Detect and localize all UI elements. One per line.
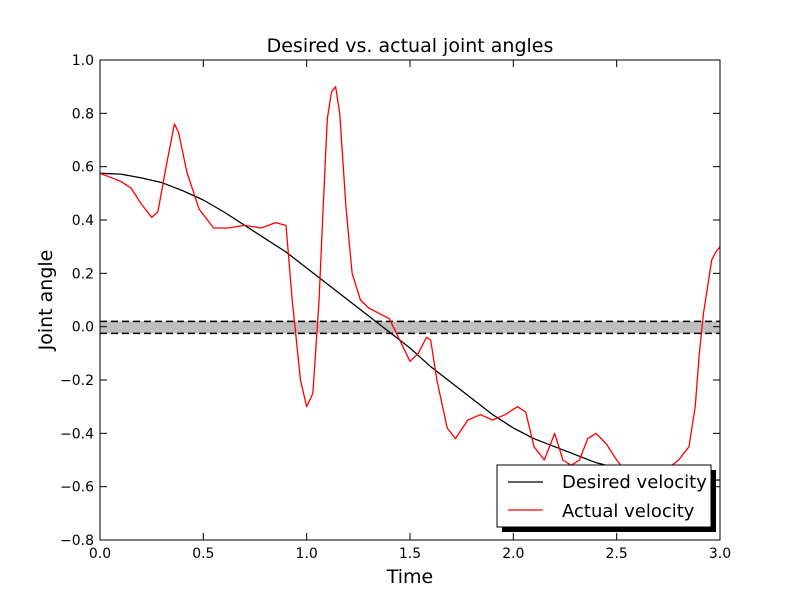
y-tick-label: −0.4: [60, 426, 94, 442]
y-axis-label: Joint angle: [35, 250, 57, 352]
tolerance-band: [100, 321, 720, 334]
y-tick-label: 0.2: [72, 266, 94, 282]
y-tick-label: 0.0: [72, 320, 94, 336]
x-tick-label: 2.5: [606, 546, 628, 562]
x-tick-label: 0.5: [192, 546, 214, 562]
y-tick-label: 0.4: [72, 213, 94, 229]
y-tick-label: 0.8: [72, 106, 94, 122]
legend-box: [496, 464, 712, 528]
plot-area: 0.0 0.5 1.0 1.5 2.0 2.5 3.0 1.00.80.60.40.20.0…: [60, 53, 731, 562]
x-axis-ticks: 0.0 0.5 1.0 1.5 2.0 2.5 3.0: [89, 60, 731, 562]
y-tick-label: −0.2: [60, 373, 94, 389]
x-tick-label: 1.5: [399, 546, 421, 562]
legend-label-desired: Desired velocity: [562, 472, 707, 493]
y-tick-label: 0.6: [72, 160, 94, 176]
x-tick-label: 2.0: [502, 546, 524, 562]
x-tick-label: 0.0: [89, 546, 111, 562]
y-tick-label: −0.6: [60, 480, 94, 496]
chart-title: Desired vs. actual joint angles: [267, 35, 554, 57]
y-tick-label: 1.0: [72, 53, 94, 69]
legend-label-actual: Actual velocity: [562, 501, 695, 522]
y-axis-ticks: 1.0 0.8 0.6 0.4 0.2 0.0 −0.2 −0.4 −0.6 −0.8: [60, 53, 720, 549]
x-tick-label: 1.0: [296, 546, 318, 562]
legend: Desired velocity Actual velocity: [496, 464, 716, 532]
x-tick-label: 3.0: [709, 546, 731, 562]
y-tick-label: −0.8: [60, 533, 94, 549]
x-axis-label: Time: [386, 566, 434, 588]
tolerance-band-layer: [100, 320, 720, 335]
